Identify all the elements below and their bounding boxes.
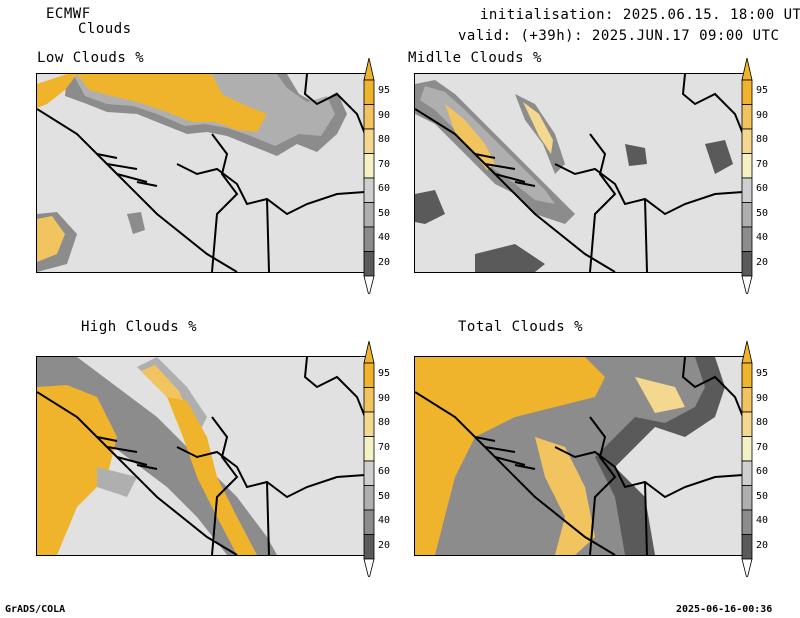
colorbar-level-label: 70 <box>756 441 769 453</box>
colorbar-level-label: 40 <box>378 232 391 244</box>
colorbar-segment <box>741 362 753 388</box>
colorbar-level-label: 60 <box>756 466 769 478</box>
colorbar-level-label: 50 <box>756 490 769 502</box>
colorbar-segment <box>741 534 753 560</box>
colorbar-segment <box>363 534 375 560</box>
colorbar-segment <box>741 436 753 462</box>
colorbar-segment <box>741 509 753 535</box>
panel-title-middle: Midlle Clouds % <box>408 50 542 66</box>
colorbar-segment <box>363 460 375 486</box>
colorbar-segment <box>363 177 375 203</box>
footer-timestamp-label: 2025-06-16-00:36 <box>676 604 773 615</box>
colorbar-segment <box>741 411 753 437</box>
colorbar-level-label: 95 <box>378 85 391 97</box>
colorbar-level-label: 50 <box>378 490 391 502</box>
colorbar-level-label: 20 <box>378 539 391 551</box>
colorbar-segment <box>363 226 375 252</box>
colorbar-level-label: 60 <box>378 466 391 478</box>
colorbar-segment <box>741 153 753 179</box>
colorbar-level-label: 90 <box>756 392 769 404</box>
colorbar-level-label: 70 <box>378 441 391 453</box>
colorbar-segment <box>741 177 753 203</box>
colorbar-top-arrow <box>741 341 753 364</box>
valid-label: valid: (+39h): 2025.JUN.17 09:00 UTC <box>458 28 780 44</box>
footer-software-label: GrADS/COLA <box>5 604 66 615</box>
colorbar-segment <box>363 153 375 179</box>
colorbar-level-label: 60 <box>378 183 391 195</box>
colorbar-segment <box>741 202 753 228</box>
colorbar-segment <box>741 128 753 154</box>
map-total-clouds <box>414 356 744 556</box>
colorbar-segment <box>363 202 375 228</box>
colorbar-segment <box>363 509 375 535</box>
colorbar-level-label: 20 <box>756 539 769 551</box>
colorbar-segment <box>363 436 375 462</box>
colorbar-level-label: 80 <box>756 134 769 146</box>
colorbar-level-label: 90 <box>756 109 769 121</box>
colorbar-level-label: 80 <box>756 417 769 429</box>
colorbar-level-label: 60 <box>756 183 769 195</box>
colorbar-top-arrow <box>363 341 375 364</box>
colorbar-level-label: 40 <box>756 232 769 244</box>
colorbar-segment <box>363 485 375 511</box>
colorbar-segment <box>741 485 753 511</box>
colorbar-segment <box>741 251 753 277</box>
colorbar-bottom-arrow <box>363 558 375 577</box>
colorbar-segment <box>363 362 375 388</box>
colorbar-middle: 95 90 80 70 60 50 40 20 <box>740 58 780 294</box>
initialisation-label: initialisation: 2025.06.15. 18:00 UTC <box>480 7 800 23</box>
colorbar-level-label: 90 <box>378 392 391 404</box>
colorbar-segment <box>741 460 753 486</box>
colorbar-bottom-arrow <box>741 275 753 294</box>
colorbar-top-arrow <box>363 58 375 81</box>
colorbar-segment <box>363 104 375 130</box>
colorbar-low: 95 90 80 70 60 50 40 20 <box>362 58 402 294</box>
colorbar-level-label: 70 <box>378 158 391 170</box>
panel-title-low: Low Clouds % <box>37 50 145 66</box>
product-label: Clouds <box>78 21 132 37</box>
map-high-clouds <box>36 356 366 556</box>
colorbar-bottom-arrow <box>741 558 753 577</box>
map-low-clouds <box>36 73 366 273</box>
colorbar-segment <box>741 104 753 130</box>
colorbar-segment <box>363 79 375 105</box>
colorbar-total: 95 90 80 70 60 50 40 20 <box>740 341 780 577</box>
colorbar-segment <box>741 79 753 105</box>
colorbar-level-label: 70 <box>756 158 769 170</box>
panel-title-high: High Clouds % <box>81 319 198 335</box>
colorbar-segment <box>363 128 375 154</box>
colorbar-level-label: 20 <box>378 256 391 268</box>
colorbar-segment <box>741 226 753 252</box>
colorbar-segment <box>363 411 375 437</box>
colorbar-level-label: 80 <box>378 417 391 429</box>
colorbar-level-label: 95 <box>756 85 769 97</box>
model-label: ECMWF <box>46 6 91 22</box>
colorbar-bottom-arrow <box>363 275 375 294</box>
colorbar-level-label: 95 <box>756 368 769 380</box>
colorbar-top-arrow <box>741 58 753 81</box>
map-middle-clouds <box>414 73 744 273</box>
colorbar-level-label: 50 <box>378 207 391 219</box>
colorbar-segment <box>741 387 753 413</box>
colorbar-level-label: 90 <box>378 109 391 121</box>
colorbar-level-label: 40 <box>378 515 391 527</box>
colorbar-segment <box>363 251 375 277</box>
colorbar-level-label: 20 <box>756 256 769 268</box>
colorbar-level-label: 95 <box>378 368 391 380</box>
colorbar-level-label: 50 <box>756 207 769 219</box>
colorbar-level-label: 40 <box>756 515 769 527</box>
panel-title-total: Total Clouds % <box>458 319 584 335</box>
colorbar-high: 95 90 80 70 60 50 40 20 <box>362 341 402 577</box>
colorbar-level-label: 80 <box>378 134 391 146</box>
colorbar-segment <box>363 387 375 413</box>
